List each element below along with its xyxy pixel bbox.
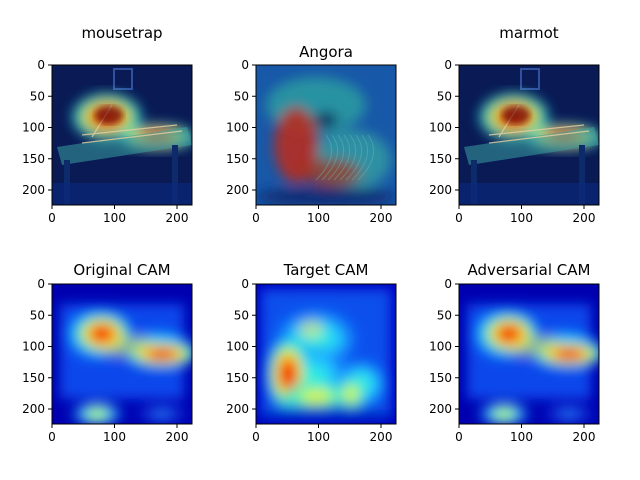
x-tick-label: 0 — [455, 430, 463, 444]
y-tick-label: 50 — [30, 308, 45, 322]
y-tick-label: 200 — [429, 183, 452, 197]
x-tick-label: 0 — [252, 430, 260, 444]
y-tick-label: 150 — [226, 371, 249, 385]
y-tick-label: 100 — [226, 340, 249, 354]
panel-title: Adversarial CAM — [468, 261, 591, 279]
y-tick-label: 50 — [437, 89, 452, 103]
panel-title: Angora — [299, 43, 353, 61]
x-tick-label: 100 — [307, 211, 330, 225]
panel-image — [52, 65, 192, 205]
panel-title: mousetrap — [81, 24, 162, 42]
y-tick-label: 200 — [226, 183, 249, 197]
y-tick-label: 50 — [234, 308, 249, 322]
panel-image — [459, 284, 599, 424]
y-tick-label: 150 — [22, 371, 45, 385]
axes-frame — [458, 64, 600, 206]
x-tick-label: 0 — [252, 211, 260, 225]
y-tick-label: 0 — [37, 58, 45, 72]
panel-title: marmot — [499, 24, 558, 42]
panel-title: Target CAM — [283, 261, 369, 279]
x-tick-label: 200 — [166, 211, 189, 225]
panel-image — [459, 65, 599, 205]
y-tick-label: 50 — [234, 89, 249, 103]
y-tick-label: 150 — [22, 152, 45, 166]
x-tick-label: 100 — [510, 211, 533, 225]
x-tick-label: 200 — [573, 211, 596, 225]
panel-image — [256, 65, 396, 205]
x-tick-label: 200 — [166, 430, 189, 444]
y-tick-label: 150 — [429, 371, 452, 385]
x-tick-label: 100 — [103, 430, 126, 444]
x-tick-label: 100 — [307, 430, 330, 444]
y-tick-label: 100 — [226, 121, 249, 135]
y-tick-label: 200 — [429, 402, 452, 416]
y-tick-label: 100 — [22, 340, 45, 354]
axes-frame — [255, 283, 397, 425]
y-tick-label: 0 — [444, 58, 452, 72]
x-tick-label: 200 — [573, 430, 596, 444]
axes-frame — [51, 64, 193, 206]
x-tick-label: 0 — [48, 211, 56, 225]
y-tick-label: 0 — [444, 277, 452, 291]
x-tick-label: 100 — [510, 430, 533, 444]
panel-title: Original CAM — [73, 261, 170, 279]
y-tick-label: 100 — [429, 340, 452, 354]
y-tick-label: 200 — [226, 402, 249, 416]
x-tick-label: 100 — [103, 211, 126, 225]
y-tick-label: 100 — [22, 121, 45, 135]
y-tick-label: 0 — [241, 277, 249, 291]
x-tick-label: 200 — [370, 211, 393, 225]
axes-frame — [458, 283, 600, 425]
y-tick-label: 0 — [37, 277, 45, 291]
y-tick-label: 50 — [30, 89, 45, 103]
axes-frame — [255, 64, 397, 206]
y-tick-label: 100 — [429, 121, 452, 135]
panel-image — [256, 284, 396, 424]
panel-image — [52, 284, 192, 424]
x-tick-label: 0 — [455, 211, 463, 225]
y-tick-label: 200 — [22, 402, 45, 416]
y-tick-label: 200 — [22, 183, 45, 197]
y-tick-label: 150 — [429, 152, 452, 166]
y-tick-label: 50 — [437, 308, 452, 322]
y-tick-label: 150 — [226, 152, 249, 166]
x-tick-label: 200 — [370, 430, 393, 444]
x-tick-label: 0 — [48, 430, 56, 444]
y-tick-label: 0 — [241, 58, 249, 72]
axes-frame — [51, 283, 193, 425]
